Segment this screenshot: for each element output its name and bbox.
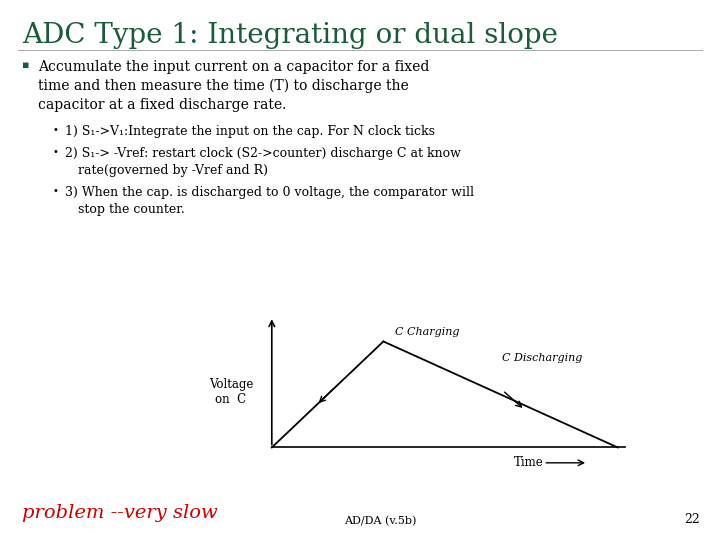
Text: Accumulate the input current on a capacitor for a fixed: Accumulate the input current on a capaci… xyxy=(38,60,429,74)
Text: ADC Type 1: Integrating or dual slope: ADC Type 1: Integrating or dual slope xyxy=(22,22,558,49)
Text: •: • xyxy=(52,186,58,196)
Text: 1) S₁->V₁:Integrate the input on the cap. For N clock ticks: 1) S₁->V₁:Integrate the input on the cap… xyxy=(65,125,435,138)
Text: ▪: ▪ xyxy=(22,60,30,70)
Text: 3) When the cap. is discharged to 0 voltage, the comparator will: 3) When the cap. is discharged to 0 volt… xyxy=(65,186,474,199)
Text: •: • xyxy=(52,147,58,157)
Text: C Charging: C Charging xyxy=(395,327,459,337)
Text: problem --very slow: problem --very slow xyxy=(22,504,217,522)
Text: C Discharging: C Discharging xyxy=(503,353,582,363)
Text: rate(governed by -Vref and R): rate(governed by -Vref and R) xyxy=(78,164,268,177)
Text: •: • xyxy=(52,125,58,135)
Text: stop the counter.: stop the counter. xyxy=(78,203,185,216)
Text: capacitor at a fixed discharge rate.: capacitor at a fixed discharge rate. xyxy=(38,98,287,112)
Text: Time: Time xyxy=(513,456,544,469)
Text: 22: 22 xyxy=(684,513,700,526)
Text: time and then measure the time (T) to discharge the: time and then measure the time (T) to di… xyxy=(38,79,409,93)
Text: AD/DA (v.5b): AD/DA (v.5b) xyxy=(344,516,416,526)
Text: 2) S₁-> -Vref: restart clock (S2->counter) discharge C at know: 2) S₁-> -Vref: restart clock (S2->counte… xyxy=(65,147,461,160)
Text: Voltage
on  C: Voltage on C xyxy=(209,377,253,406)
